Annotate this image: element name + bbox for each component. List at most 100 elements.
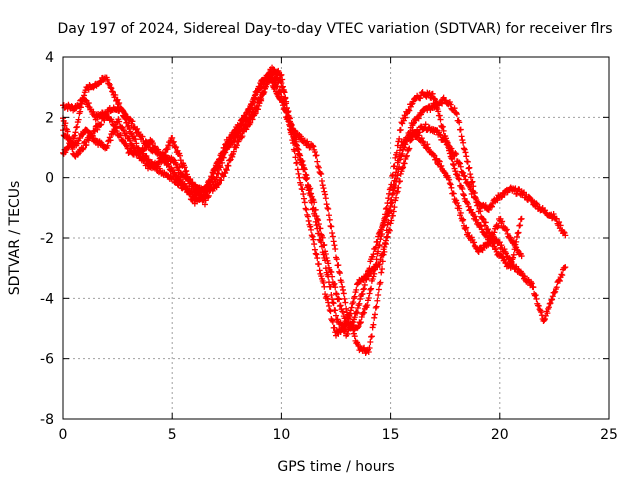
data-point	[354, 324, 361, 331]
data-point	[340, 286, 347, 293]
data-point	[277, 72, 284, 79]
data-point	[312, 206, 319, 213]
data-point	[457, 163, 464, 170]
data-point	[323, 201, 330, 208]
data-point	[557, 222, 564, 229]
data-point	[301, 199, 308, 206]
data-point	[247, 112, 254, 119]
data-point	[467, 206, 474, 213]
data-point	[436, 131, 443, 138]
data-point	[415, 132, 422, 139]
data-point	[330, 238, 337, 245]
data-point	[304, 138, 311, 145]
data-point	[403, 153, 410, 160]
data-point	[365, 348, 372, 355]
data-point	[333, 291, 340, 298]
data-point	[327, 308, 334, 315]
data-point	[475, 249, 482, 256]
data-point	[331, 280, 338, 287]
data-point	[396, 163, 403, 170]
data-point	[495, 222, 502, 229]
data-point	[556, 219, 563, 226]
data-point	[382, 237, 389, 244]
data-point	[361, 309, 368, 316]
data-point	[133, 140, 140, 147]
data-point	[279, 102, 286, 109]
data-point	[72, 129, 79, 136]
data-point	[518, 253, 525, 260]
data-point	[466, 164, 473, 171]
data-point	[230, 148, 237, 155]
data-point	[388, 181, 395, 188]
data-point	[114, 96, 121, 103]
data-point	[538, 312, 545, 319]
data-point	[177, 157, 184, 164]
y-tick-label: 4	[45, 50, 54, 66]
data-point	[315, 261, 322, 268]
data-point	[542, 316, 549, 323]
data-point	[459, 217, 466, 224]
data-point	[432, 101, 439, 108]
data-point	[336, 270, 343, 277]
data-point	[113, 128, 120, 135]
data-point	[474, 202, 481, 209]
data-point	[325, 303, 332, 310]
data-point	[453, 151, 460, 158]
data-point	[299, 186, 306, 193]
y-tick-label: 0	[45, 171, 54, 187]
data-point	[294, 142, 300, 149]
data-point	[378, 269, 385, 276]
data-point	[430, 151, 437, 158]
data-point	[298, 159, 305, 166]
data-point	[208, 173, 215, 180]
data-point	[376, 242, 383, 249]
data-point	[456, 119, 463, 126]
data-point	[270, 70, 277, 77]
data-point	[460, 192, 467, 199]
data-point	[389, 199, 396, 206]
data-point	[67, 137, 74, 144]
data-point	[64, 144, 71, 151]
x-tick-label: 0	[59, 427, 68, 443]
data-point	[307, 223, 314, 230]
data-point	[422, 121, 429, 128]
data-point	[562, 264, 569, 271]
data-point	[329, 299, 336, 306]
y-tick-label: -6	[40, 352, 54, 368]
data-point	[297, 152, 304, 159]
data-point	[104, 142, 111, 149]
data-point	[289, 128, 296, 135]
data-point	[403, 152, 410, 159]
data-point	[470, 183, 477, 190]
data-point	[364, 272, 371, 279]
data-point	[295, 146, 302, 153]
data-point	[129, 118, 136, 125]
data-point	[469, 178, 476, 185]
data-point	[480, 216, 487, 223]
x-tick-label: 20	[491, 427, 509, 443]
data-point	[80, 130, 87, 137]
data-point	[367, 286, 374, 293]
data-points	[60, 64, 569, 357]
data-point	[545, 304, 552, 311]
data-point	[457, 160, 464, 167]
data-point	[75, 116, 82, 123]
data-point	[396, 156, 403, 163]
data-point	[116, 118, 123, 125]
data-point	[403, 137, 410, 144]
data-point	[313, 213, 320, 220]
data-point	[107, 84, 114, 91]
data-point	[311, 148, 318, 155]
data-point	[401, 160, 408, 167]
y-axis-label: SDTVAR / TECUs	[7, 181, 23, 296]
data-point	[302, 205, 309, 212]
data-point	[280, 88, 287, 95]
grid-lines	[63, 57, 609, 419]
data-point	[551, 289, 558, 296]
data-point	[340, 322, 347, 329]
data-point	[340, 308, 347, 315]
data-point	[499, 218, 506, 225]
data-point	[501, 256, 508, 263]
data-point	[465, 165, 472, 172]
data-point	[450, 161, 456, 168]
